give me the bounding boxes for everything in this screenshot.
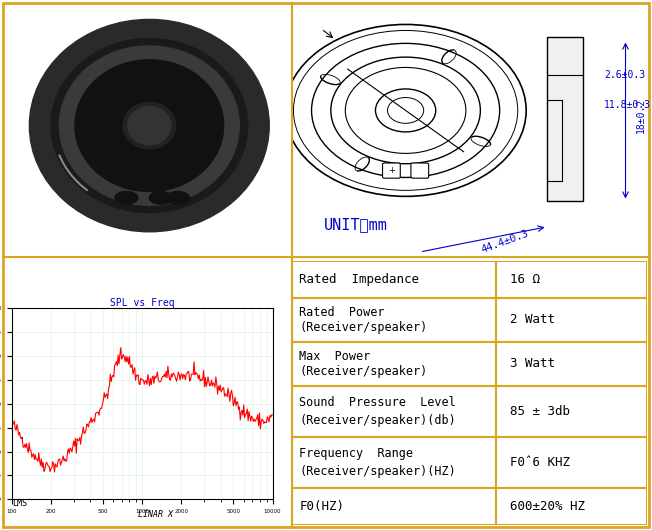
Bar: [496, 386, 647, 437]
Bar: [292, 261, 496, 298]
Text: (Receiver/speaker): (Receiver/speaker): [299, 365, 428, 378]
Text: 44.4±0.3: 44.4±0.3: [480, 228, 530, 255]
Text: F0(HZ): F0(HZ): [299, 500, 344, 513]
Bar: [292, 488, 496, 525]
Text: LMS: LMS: [12, 499, 27, 508]
Circle shape: [29, 20, 269, 232]
Text: 2.6±0.3: 2.6±0.3: [604, 70, 645, 80]
Text: 18±0.2: 18±0.2: [636, 98, 646, 133]
Text: 11.8±0.3: 11.8±0.3: [604, 100, 651, 110]
Bar: [496, 488, 647, 525]
Circle shape: [59, 46, 239, 205]
Text: +: +: [388, 166, 395, 175]
Circle shape: [123, 102, 175, 149]
Bar: [548, 37, 583, 201]
Bar: [496, 298, 647, 342]
Title: SPL vs Freq: SPL vs Freq: [110, 298, 175, 308]
Ellipse shape: [115, 191, 138, 204]
Text: 600±20% HZ: 600±20% HZ: [511, 500, 585, 513]
Text: Rated  Power: Rated Power: [299, 306, 385, 319]
Bar: [496, 342, 647, 386]
Circle shape: [51, 39, 248, 213]
Bar: [292, 386, 496, 437]
Bar: [496, 261, 647, 298]
Text: Frequency  Range: Frequency Range: [299, 447, 413, 460]
Text: 85 ± 3db: 85 ± 3db: [511, 405, 570, 418]
Bar: [292, 437, 496, 488]
Text: Rated  Impedance: Rated Impedance: [299, 273, 419, 286]
Text: 16 Ω: 16 Ω: [511, 273, 541, 286]
FancyBboxPatch shape: [383, 163, 400, 178]
Text: Sound  Pressure  Level: Sound Pressure Level: [299, 396, 456, 409]
FancyBboxPatch shape: [411, 163, 428, 178]
Ellipse shape: [149, 191, 172, 204]
Text: Max  Power: Max Power: [299, 349, 370, 363]
Circle shape: [128, 107, 171, 145]
Circle shape: [75, 60, 224, 191]
Text: (Receiver/speaker)(db): (Receiver/speaker)(db): [299, 414, 456, 427]
Text: UNIT：mm: UNIT：mm: [324, 217, 388, 232]
Ellipse shape: [166, 191, 189, 204]
Text: (Receiver/speaker)(HZ): (Receiver/speaker)(HZ): [299, 465, 456, 478]
Bar: [496, 437, 647, 488]
Text: F0ˆ6 KHZ: F0ˆ6 KHZ: [511, 456, 570, 469]
Text: LINAR X: LINAR X: [138, 510, 173, 519]
Text: 2 Watt: 2 Watt: [511, 313, 556, 326]
Text: 3 Watt: 3 Watt: [511, 357, 556, 370]
Text: (Receiver/speaker): (Receiver/speaker): [299, 321, 428, 334]
Bar: [292, 342, 496, 386]
Bar: [292, 298, 496, 342]
